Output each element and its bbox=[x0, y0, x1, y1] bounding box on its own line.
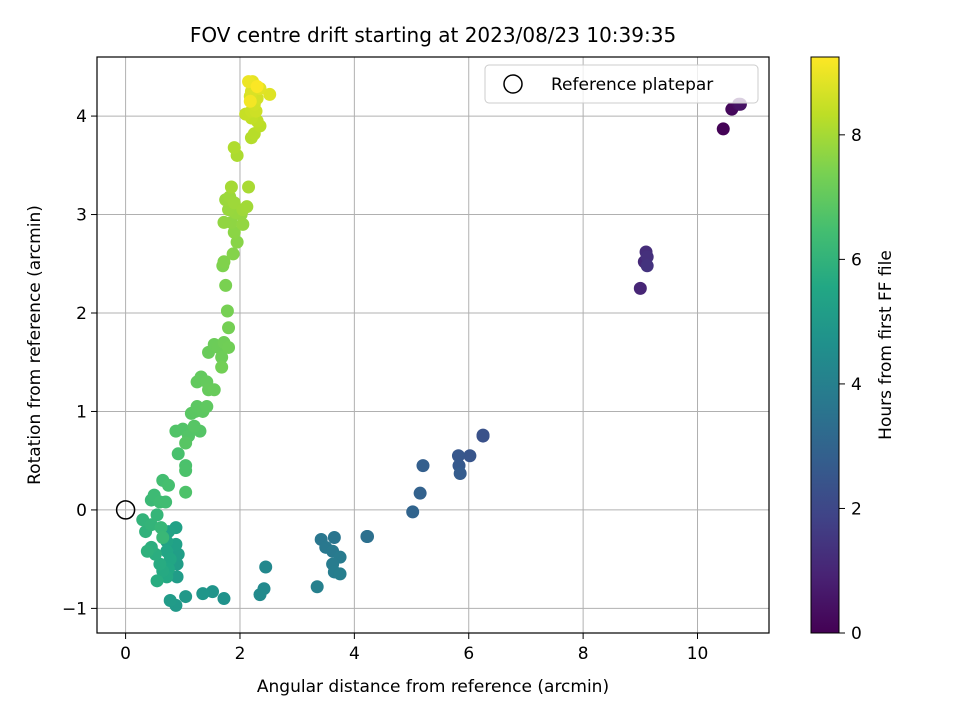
data-point bbox=[633, 281, 647, 295]
data-point bbox=[327, 530, 341, 544]
x-tick-label: 8 bbox=[578, 644, 589, 664]
x-axis-label: Angular distance from reference (arcmin) bbox=[257, 677, 609, 697]
data-point bbox=[453, 466, 467, 480]
x-tick-label: 6 bbox=[463, 644, 474, 664]
y-tick-label: 3 bbox=[76, 206, 87, 226]
data-point bbox=[227, 141, 241, 155]
legend-marker bbox=[503, 74, 523, 94]
colorbar-ticks: 0 2 4 6 8 bbox=[839, 126, 862, 644]
colorbar-tick-label: 6 bbox=[851, 250, 862, 270]
data-point bbox=[154, 521, 168, 535]
data-point bbox=[222, 340, 236, 354]
data-point bbox=[200, 400, 214, 414]
data-point bbox=[215, 350, 229, 364]
data-point bbox=[159, 495, 173, 509]
data-point bbox=[196, 587, 210, 601]
data-point bbox=[215, 360, 229, 374]
data-point bbox=[140, 544, 154, 558]
data-point bbox=[150, 574, 164, 588]
x-axis-ticks: 0 2 4 6 8 10 bbox=[120, 633, 708, 664]
data-points bbox=[136, 75, 747, 612]
legend-box bbox=[484, 64, 759, 104]
data-point bbox=[206, 585, 220, 599]
x-tick-label: 10 bbox=[687, 644, 709, 664]
data-point bbox=[187, 419, 201, 433]
data-point bbox=[253, 588, 267, 602]
data-point bbox=[179, 590, 193, 604]
data-point bbox=[150, 508, 164, 522]
data-point bbox=[217, 592, 231, 606]
data-point bbox=[250, 80, 264, 94]
data-point bbox=[217, 215, 231, 229]
data-point bbox=[263, 87, 277, 101]
legend-label: Reference platepar bbox=[551, 75, 713, 95]
y-axis-ticks: −1 0 1 2 3 4 bbox=[62, 107, 97, 619]
reference-marker bbox=[115, 500, 136, 520]
data-point bbox=[171, 447, 185, 461]
data-point bbox=[243, 94, 257, 108]
data-point bbox=[156, 530, 170, 544]
y-tick-label: 1 bbox=[76, 402, 87, 422]
x-tick-label: 2 bbox=[235, 644, 246, 664]
x-tick-label: 4 bbox=[349, 644, 360, 664]
data-point bbox=[219, 278, 233, 292]
y-tick-label: 4 bbox=[76, 107, 87, 127]
data-point bbox=[476, 428, 490, 442]
colorbar-tick-label: 8 bbox=[851, 126, 862, 146]
data-point bbox=[161, 478, 175, 492]
data-point bbox=[451, 449, 465, 463]
x-tick-label: 0 bbox=[120, 644, 131, 664]
data-point bbox=[361, 530, 375, 544]
y-tick-label: 0 bbox=[76, 501, 87, 521]
y-axis-label: Rotation from reference (arcmin) bbox=[25, 205, 45, 485]
data-point bbox=[163, 552, 177, 566]
data-point bbox=[716, 122, 730, 136]
data-point bbox=[170, 570, 184, 584]
data-point bbox=[310, 580, 324, 594]
data-point bbox=[163, 594, 177, 608]
data-point bbox=[236, 217, 250, 231]
data-point bbox=[153, 557, 167, 571]
data-point bbox=[179, 464, 193, 478]
data-point bbox=[179, 485, 193, 499]
colorbar-label: Hours from first FF file bbox=[876, 250, 896, 440]
grid-lines bbox=[97, 57, 769, 633]
data-point bbox=[416, 459, 430, 473]
data-point bbox=[333, 567, 347, 581]
y-tick-label: −1 bbox=[62, 599, 87, 619]
colorbar-gradient bbox=[810, 56, 840, 634]
colorbar-tick-label: 2 bbox=[851, 499, 862, 519]
data-point bbox=[413, 486, 427, 500]
data-point bbox=[220, 304, 234, 318]
colorbar: 0 2 4 6 8 Hours from first FF file bbox=[810, 56, 896, 644]
data-point bbox=[226, 247, 240, 261]
data-point bbox=[242, 180, 256, 194]
data-point bbox=[179, 436, 193, 450]
data-point bbox=[240, 200, 254, 214]
data-point bbox=[463, 449, 477, 463]
data-point bbox=[227, 225, 241, 239]
data-point bbox=[207, 383, 221, 397]
colorbar-tick-label: 0 bbox=[851, 624, 862, 644]
plot-frame bbox=[96, 56, 770, 634]
chart-title: FOV centre drift starting at 2023/08/23 … bbox=[190, 23, 676, 47]
legend: Reference platepar bbox=[484, 64, 759, 104]
colorbar-tick-label: 4 bbox=[851, 375, 862, 395]
data-point bbox=[224, 180, 238, 194]
data-point bbox=[640, 259, 654, 273]
data-point bbox=[230, 235, 244, 249]
data-point bbox=[259, 560, 273, 574]
data-point bbox=[222, 321, 236, 335]
data-point bbox=[217, 255, 231, 269]
data-point bbox=[406, 505, 420, 519]
y-tick-label: 2 bbox=[76, 304, 87, 324]
